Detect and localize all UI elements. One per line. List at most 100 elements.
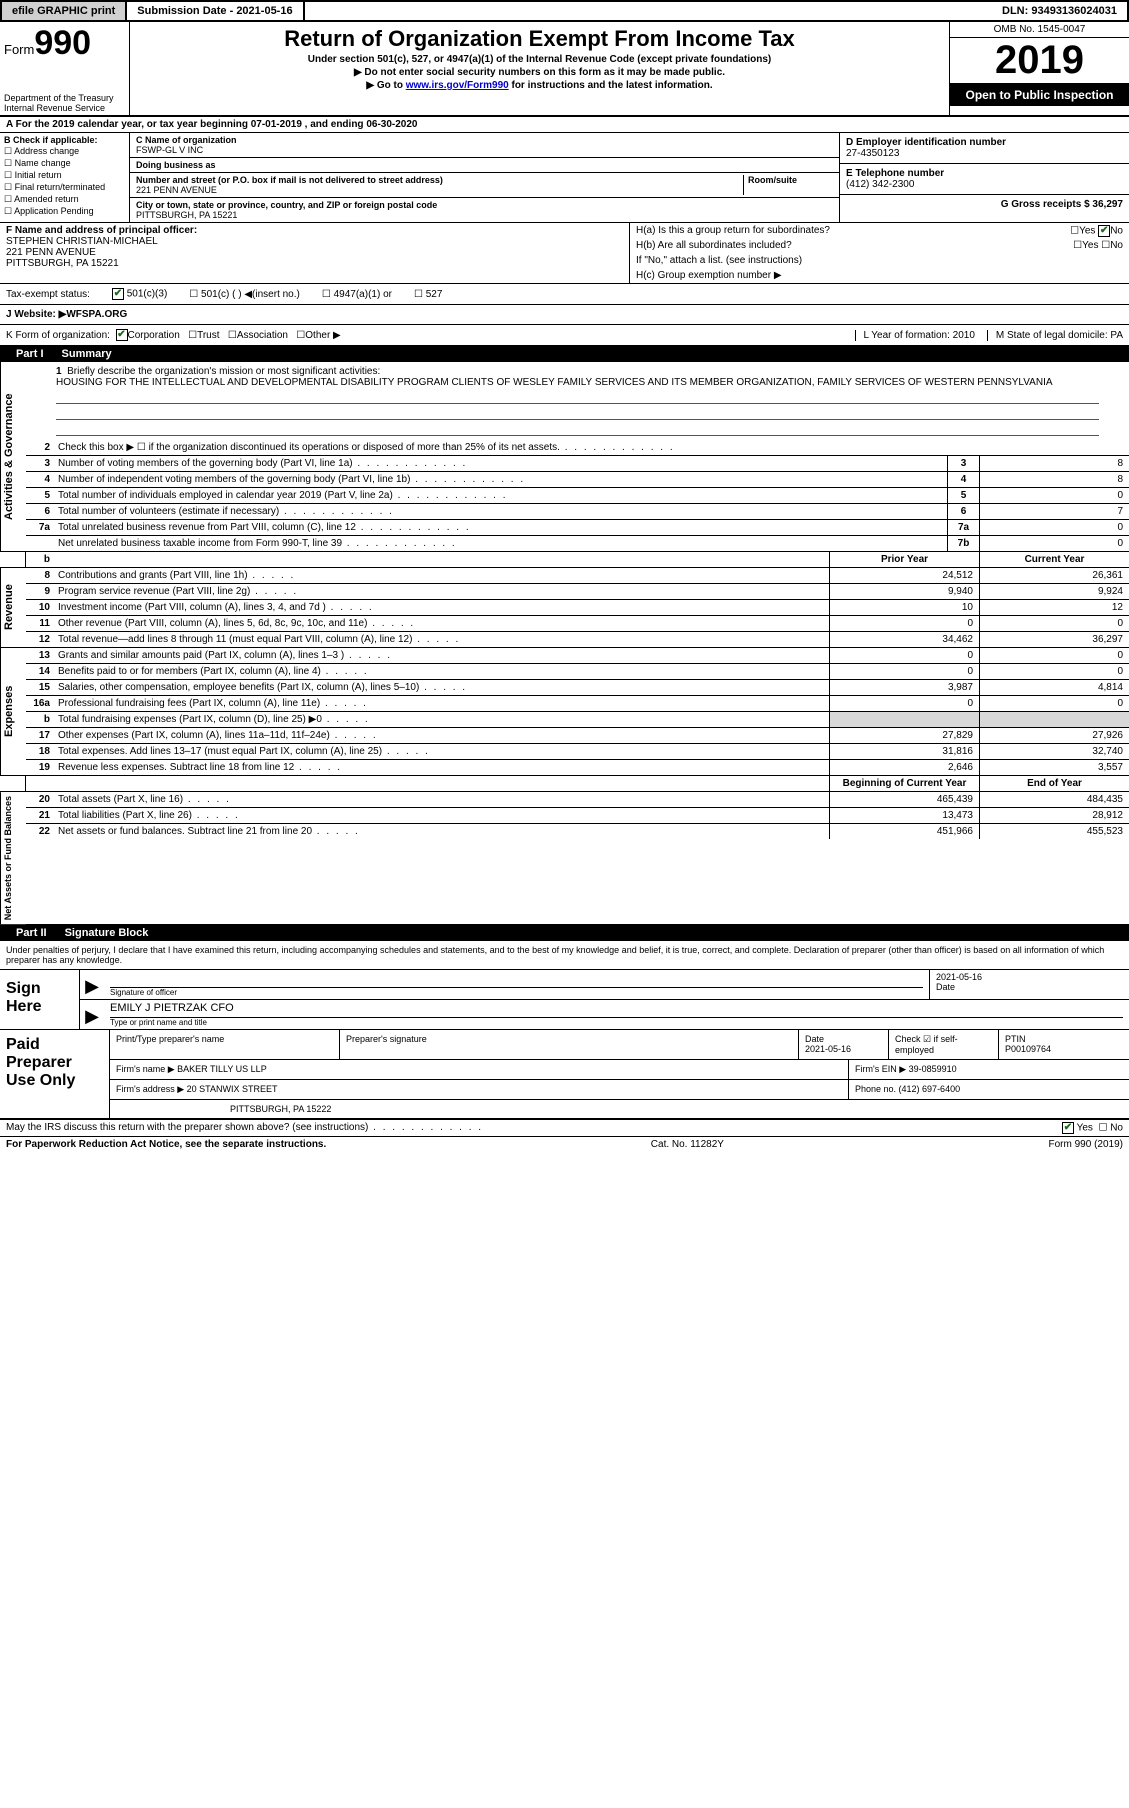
check-application-pending[interactable]: ☐ Application Pending bbox=[4, 206, 125, 217]
instructions-note: Go to www.irs.gov/Form990 for instructio… bbox=[138, 80, 941, 91]
expenses-section: Expenses 13Grants and similar amounts pa… bbox=[0, 648, 1129, 776]
k-form-row: K Form of organization: Corporation ☐ Tr… bbox=[0, 325, 1129, 346]
h-c-label: H(c) Group exemption number ▶ bbox=[630, 268, 1129, 283]
financial-line: 17Other expenses (Part IX, column (A), l… bbox=[26, 728, 1129, 744]
financial-line: 20Total assets (Part X, line 16)465,4394… bbox=[26, 792, 1129, 808]
summary-line: 5Total number of individuals employed in… bbox=[26, 488, 1129, 504]
paid-preparer-block: Paid Preparer Use Only Print/Type prepar… bbox=[0, 1030, 1129, 1120]
ein-value: 27-4350123 bbox=[846, 148, 899, 159]
irs-link[interactable]: www.irs.gov/Form990 bbox=[406, 80, 509, 91]
gross-receipts: G Gross receipts $ 36,297 bbox=[1001, 199, 1123, 210]
self-employed-check[interactable]: Check ☑ if self-employed bbox=[889, 1030, 999, 1059]
privacy-note: Do not enter social security numbers on … bbox=[138, 67, 941, 78]
h-a-no-check[interactable] bbox=[1098, 225, 1110, 237]
part2-header: Part II Signature Block bbox=[0, 925, 1129, 941]
signature-declaration: Under penalties of perjury, I declare th… bbox=[0, 941, 1129, 969]
address-label: Number and street (or P.O. box if mail i… bbox=[136, 175, 743, 185]
h-b-note: If "No," attach a list. (see instruction… bbox=[630, 253, 1129, 268]
summary-line: Net unrelated business taxable income fr… bbox=[26, 536, 1129, 551]
ein-label: D Employer identification number bbox=[846, 137, 1123, 148]
phone-value: (412) 342-2300 bbox=[846, 179, 914, 190]
form-number: Form990 bbox=[4, 24, 125, 63]
financial-line: 11Other revenue (Part VIII, column (A), … bbox=[26, 616, 1129, 632]
public-inspection-badge: Open to Public Inspection bbox=[950, 84, 1129, 106]
financial-line: 9Program service revenue (Part VIII, lin… bbox=[26, 584, 1129, 600]
city-label: City or town, state or province, country… bbox=[136, 200, 833, 210]
footer-row: For Paperwork Reduction Act Notice, see … bbox=[0, 1137, 1129, 1152]
tax-period: A For the 2019 calendar year, or tax yea… bbox=[0, 117, 1129, 133]
net-headers: Beginning of Current Year End of Year bbox=[0, 776, 1129, 792]
tax-year: 2019 bbox=[950, 38, 1129, 84]
financial-line: 22Net assets or fund balances. Subtract … bbox=[26, 824, 1129, 839]
preparer-name-label: Print/Type preparer's name bbox=[110, 1030, 340, 1059]
financial-line: 12Total revenue—add lines 8 through 11 (… bbox=[26, 632, 1129, 647]
sign-here-block: Sign Here ▶ Signature of officer 2021-05… bbox=[0, 969, 1129, 1030]
firm-city: PITTSBURGH, PA 15222 bbox=[110, 1100, 1129, 1118]
part1-header: Part I Summary bbox=[0, 346, 1129, 362]
dba-label: Doing business as bbox=[136, 160, 833, 170]
corp-check[interactable] bbox=[116, 329, 128, 341]
org-name: FSWP-GL V INC bbox=[136, 145, 203, 155]
net-assets-section: Net Assets or Fund Balances 20Total asse… bbox=[0, 792, 1129, 925]
irs-discuss-yes[interactable] bbox=[1062, 1122, 1074, 1134]
summary-line: 4Number of independent voting members of… bbox=[26, 472, 1129, 488]
financial-line: bTotal fundraising expenses (Part IX, co… bbox=[26, 712, 1129, 728]
signature-label: Signature of officer bbox=[110, 988, 923, 997]
h-b-label: H(b) Are all subordinates included? bbox=[636, 240, 792, 251]
top-bar: efile GRAPHIC print Submission Date - 20… bbox=[0, 0, 1129, 22]
expenses-label: Expenses bbox=[0, 648, 26, 775]
mission-text: HOUSING FOR THE INTELLECTUAL AND DEVELOP… bbox=[56, 377, 1053, 388]
check-initial-return[interactable]: ☐ Initial return bbox=[4, 170, 125, 181]
efile-print-button[interactable]: efile GRAPHIC print bbox=[2, 2, 127, 20]
financial-line: 21Total liabilities (Part X, line 26)13,… bbox=[26, 808, 1129, 824]
501c3-check[interactable] bbox=[112, 288, 124, 300]
form-subtitle: Under section 501(c), 527, or 4947(a)(1)… bbox=[138, 54, 941, 65]
year-formation: L Year of formation: 2010 bbox=[855, 330, 975, 341]
dln: DLN: 93493136024031 bbox=[992, 2, 1127, 20]
sign-arrow-icon: ▶ bbox=[80, 970, 104, 999]
end-year-header: End of Year bbox=[979, 776, 1129, 791]
net-assets-label: Net Assets or Fund Balances bbox=[0, 792, 26, 924]
check-amended-return[interactable]: ☐ Amended return bbox=[4, 194, 125, 205]
form-title: Return of Organization Exempt From Incom… bbox=[138, 26, 941, 52]
website-value[interactable]: WFSPA.ORG bbox=[66, 309, 127, 320]
begin-year-header: Beginning of Current Year bbox=[829, 776, 979, 791]
revenue-headers: b Prior Year Current Year bbox=[0, 552, 1129, 568]
financial-line: 14Benefits paid to or for members (Part … bbox=[26, 664, 1129, 680]
cat-no: Cat. No. 11282Y bbox=[651, 1139, 724, 1150]
prior-year-header: Prior Year bbox=[829, 552, 979, 567]
officer-addr2: PITTSBURGH, PA 15221 bbox=[6, 258, 119, 269]
officer-name: STEPHEN CHRISTIAN-MICHAEL bbox=[6, 236, 158, 247]
financial-line: 18Total expenses. Add lines 13–17 (must … bbox=[26, 744, 1129, 760]
check-address-change[interactable]: ☐ Address change bbox=[4, 146, 125, 157]
financial-line: 19Revenue less expenses. Subtract line 1… bbox=[26, 760, 1129, 775]
firm-name: Firm's name ▶ BAKER TILLY US LLP bbox=[110, 1060, 849, 1079]
phone-label: E Telephone number bbox=[846, 168, 1123, 179]
current-year-header: Current Year bbox=[979, 552, 1129, 567]
activities-section: Activities & Governance 1 Briefly descri… bbox=[0, 362, 1129, 552]
summary-line: 3Number of voting members of the governi… bbox=[26, 456, 1129, 472]
form-header: Form990 Department of the Treasury Inter… bbox=[0, 22, 1129, 117]
officer-label: F Name and address of principal officer: bbox=[6, 225, 197, 236]
activities-label: Activities & Governance bbox=[0, 362, 26, 551]
form-ref: Form 990 (2019) bbox=[1049, 1139, 1123, 1150]
financial-line: 13Grants and similar amounts paid (Part … bbox=[26, 648, 1129, 664]
street-address: 221 PENN AVENUE bbox=[136, 185, 217, 195]
website-row: J Website: ▶ WFSPA.ORG bbox=[0, 305, 1129, 325]
h-a-label: H(a) Is this a group return for subordin… bbox=[636, 225, 830, 236]
room-label: Room/suite bbox=[748, 175, 833, 185]
summary-line: 7aTotal unrelated business revenue from … bbox=[26, 520, 1129, 536]
check-final-return[interactable]: ☐ Final return/terminated bbox=[4, 182, 125, 193]
tax-exempt-row: Tax-exempt status: 501(c)(3) ☐ 501(c) ( … bbox=[0, 284, 1129, 305]
org-name-label: C Name of organization bbox=[136, 135, 833, 145]
officer-block: F Name and address of principal officer:… bbox=[0, 223, 1129, 284]
preparer-date: Date 2021-05-16 bbox=[799, 1030, 889, 1059]
check-name-change[interactable]: ☐ Name change bbox=[4, 158, 125, 169]
city-state-zip: PITTSBURGH, PA 15221 bbox=[136, 210, 237, 220]
ptin: PTIN P00109764 bbox=[999, 1030, 1129, 1059]
preparer-sig-label: Preparer's signature bbox=[340, 1030, 799, 1059]
revenue-label: Revenue bbox=[0, 568, 26, 647]
submission-date: Submission Date - 2021-05-16 bbox=[127, 2, 304, 20]
paid-preparer-label: Paid Preparer Use Only bbox=[0, 1030, 110, 1118]
financial-line: 8Contributions and grants (Part VIII, li… bbox=[26, 568, 1129, 584]
